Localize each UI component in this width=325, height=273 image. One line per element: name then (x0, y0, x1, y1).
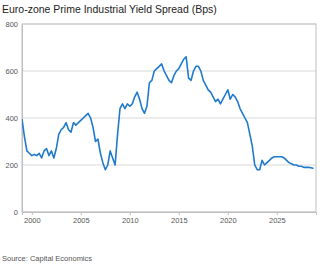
x-tick: 2020 (220, 212, 237, 225)
plot: 0 200 400 600 800 2000 2005 2010 2015 2020 2025 (5, 20, 316, 225)
source: Source: Capital Economics (2, 254, 92, 263)
x-tick-label: 2025 (269, 216, 286, 225)
marks (22, 57, 314, 170)
x-tick-mark (228, 212, 229, 215)
y-tick: 0 (14, 208, 22, 217)
x-tick: 2025 (269, 212, 286, 225)
series-line (22, 57, 314, 170)
y-tick: 800 (5, 20, 22, 29)
x-tick-mark (179, 212, 180, 215)
title: Euro-zone Prime Industrial Yield Spread … (2, 3, 217, 15)
x-tick-label: 2000 (24, 216, 41, 225)
y-tick-label: 200 (5, 161, 18, 170)
y-tick-label: 400 (5, 114, 18, 123)
y-tick-label: 600 (5, 67, 18, 76)
x-tick-label: 2010 (122, 216, 139, 225)
x-tick-mark (277, 212, 278, 215)
x-tick: 2005 (73, 212, 90, 225)
y-tick: 200 (5, 161, 22, 170)
grid-line (22, 118, 316, 119)
x-tick-label: 2005 (73, 216, 90, 225)
y-tick: 400 (5, 114, 22, 123)
x-tick: 2000 (24, 212, 41, 225)
x-tick-mark (81, 212, 82, 215)
grid (22, 24, 316, 212)
x-tick-label: 2015 (171, 216, 188, 225)
y-tick-label: 0 (14, 208, 18, 217)
x-tick: 2015 (171, 212, 188, 225)
x-tick-mark (32, 212, 33, 215)
plot-frame (22, 24, 316, 212)
grid-line (22, 165, 316, 166)
x-tick-mark (130, 212, 131, 215)
grid-line (22, 71, 316, 72)
x-tick: 2010 (122, 212, 139, 225)
chart: Euro-zone Prime Industrial Yield Spread … (0, 0, 325, 273)
y-tick-label: 800 (5, 20, 18, 29)
y-tick: 600 (5, 67, 22, 76)
y-axis: 0 200 400 600 800 (5, 20, 22, 217)
x-tick-label: 2020 (220, 216, 237, 225)
x-axis: 2000 2005 2010 2015 2020 2025 (23, 212, 317, 225)
y-axis-line (22, 25, 23, 213)
x-axis-line (23, 213, 317, 216)
